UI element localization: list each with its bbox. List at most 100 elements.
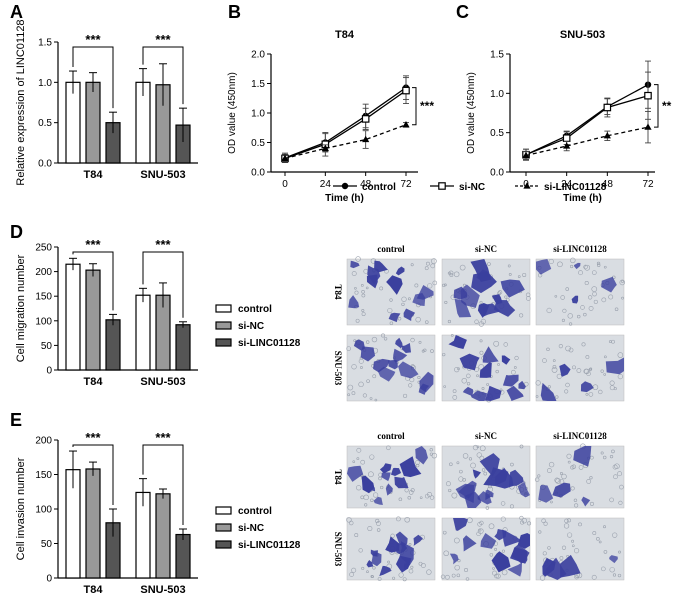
stained-cell — [373, 496, 383, 506]
pore — [503, 342, 508, 347]
pore — [476, 374, 479, 378]
significance-bracket — [72, 444, 114, 505]
pore — [410, 263, 414, 267]
x-tick-label: T84 — [84, 169, 104, 181]
significance-label: *** — [85, 430, 101, 445]
bar — [85, 468, 101, 579]
pore — [570, 486, 575, 491]
pore — [600, 369, 604, 373]
pore — [361, 312, 366, 317]
pore — [431, 452, 438, 459]
pore — [487, 262, 491, 266]
pore — [522, 272, 527, 277]
stained-cell — [482, 346, 499, 363]
column-label: si-LINC01128 — [553, 244, 607, 254]
stained-cell — [502, 374, 519, 387]
x-tick-label: 24 — [320, 179, 332, 190]
stained-cell — [483, 467, 509, 487]
pore — [538, 530, 542, 534]
pore — [414, 283, 419, 288]
pore — [571, 539, 575, 543]
micrograph-image — [535, 517, 625, 581]
stained-cell — [395, 555, 412, 573]
pore — [479, 339, 483, 343]
pore — [603, 265, 607, 269]
pore — [608, 340, 612, 344]
bar — [135, 294, 151, 371]
stained-cell — [462, 386, 474, 397]
micrograph-background — [535, 258, 625, 326]
pore — [621, 280, 624, 283]
pore — [614, 307, 619, 312]
pore — [458, 476, 464, 482]
y-tick-label: 200 — [35, 267, 52, 278]
pore — [375, 518, 380, 523]
significance-label: *** — [155, 430, 171, 445]
pore — [355, 318, 360, 323]
line-legend: control si-NC si-LINC01128 — [333, 182, 607, 193]
micrographs-d: control si-NC si-LINC01128 T84 SNU-503 — [333, 244, 626, 403]
stained-cell — [479, 362, 492, 378]
pore — [561, 473, 567, 480]
stained-cell — [385, 536, 400, 553]
stained-cell — [480, 532, 497, 549]
pore — [580, 305, 585, 310]
pore — [462, 283, 466, 287]
pore — [489, 553, 494, 557]
pore — [510, 462, 514, 467]
pore — [454, 564, 460, 571]
pore — [498, 290, 503, 295]
pore — [356, 457, 360, 461]
pore — [568, 347, 574, 353]
pore — [386, 445, 391, 451]
pore — [456, 461, 460, 465]
micrograph-image — [346, 445, 438, 509]
pore — [448, 270, 454, 276]
pore — [365, 286, 369, 290]
pore — [578, 270, 583, 276]
chart-d: 0 50 100 150 200 250 Cell migration number T84 *… — [15, 237, 198, 388]
y-tick-label: 0 — [46, 366, 52, 377]
column-label: control — [377, 431, 405, 441]
stained-cell — [501, 355, 511, 365]
series-line — [525, 84, 649, 156]
pore — [464, 567, 469, 573]
pore — [609, 497, 614, 503]
pore — [568, 322, 573, 326]
micrograph-image — [535, 257, 626, 326]
pore — [408, 490, 414, 495]
column-label: si-LINC01128 — [553, 431, 607, 441]
marker-square — [361, 115, 370, 123]
marker-square — [562, 134, 571, 142]
pore — [591, 286, 598, 292]
pore — [448, 488, 452, 493]
significance-label: *** — [420, 99, 434, 113]
x-tick-label: 24 — [561, 179, 573, 190]
pore — [408, 568, 414, 574]
pore — [407, 297, 411, 301]
stained-cell — [518, 380, 526, 390]
legend-label: si-LINC01128 — [238, 540, 301, 551]
stained-cell — [373, 358, 390, 373]
stained-cell — [401, 343, 412, 354]
pore — [429, 495, 435, 500]
pore — [609, 454, 614, 459]
significance-label: *** — [155, 237, 171, 252]
pore — [443, 385, 446, 388]
stained-cell — [484, 385, 502, 401]
stained-cell — [560, 554, 581, 578]
x-tick-label: T84 — [84, 376, 104, 388]
micrograph-image — [346, 516, 436, 582]
legend-label: control — [238, 506, 272, 517]
marker-triangle — [523, 182, 531, 189]
pore — [364, 503, 368, 507]
pore — [548, 258, 554, 265]
x-axis-label: Time (h) — [563, 193, 602, 204]
micrograph-image — [534, 443, 625, 509]
pore — [521, 518, 527, 524]
pore — [617, 373, 623, 380]
marker-triangle — [402, 121, 410, 128]
y-tick-label: 1.5 — [38, 38, 52, 49]
legend-swatch — [215, 506, 232, 515]
pore — [584, 264, 591, 271]
